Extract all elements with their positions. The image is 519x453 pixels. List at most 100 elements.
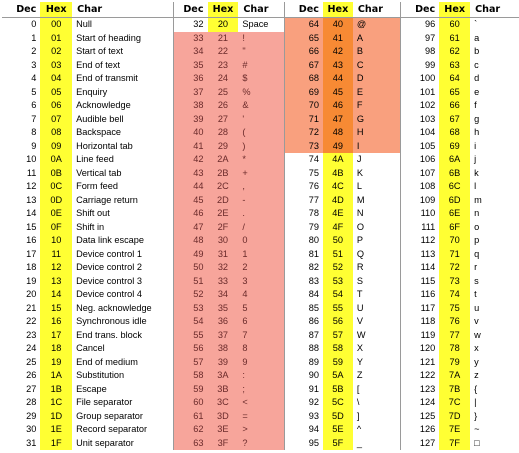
cell-dec: 51	[173, 274, 208, 288]
cell-char: )	[238, 139, 285, 153]
cell-char: 6	[238, 315, 285, 329]
cell-dec: 115	[400, 274, 440, 288]
cell-hex: 18	[40, 342, 73, 356]
cell-hex: 3F	[207, 436, 239, 450]
cell-dec: 54	[173, 315, 208, 329]
cell-hex: 19	[40, 355, 73, 369]
table-row: 24 18 Cancel 56 38 8 88 58 X 120 78 x	[2, 342, 519, 356]
cell-hex: 6F	[439, 220, 471, 234]
cell-dec: 39	[173, 112, 208, 126]
cell-char: L	[356, 181, 362, 191]
header-hex: Hex	[40, 2, 73, 18]
cell-dec: 105	[400, 139, 440, 153]
cell-hex: 75	[439, 301, 471, 315]
cell-hex: 7C	[439, 396, 471, 410]
table-row: 23 17 End trans. block 55 37 7 87 57 W 119 77 w	[2, 328, 519, 342]
cell-dec: 99	[400, 58, 440, 72]
cell-char: Start of text	[76, 46, 124, 56]
cell-hex: 36	[207, 315, 239, 329]
cell-char: *	[238, 153, 285, 167]
table-row: 14 0E Shift out 46 2E. 78 4E N 110 6E n	[2, 207, 519, 221]
cell-dec: 121	[400, 355, 440, 369]
cell-char: F	[352, 99, 401, 113]
cell-dec: 20	[26, 289, 37, 299]
cell-hex: 47	[322, 112, 353, 126]
table-row: 30 1E Record separator 62 3E >94 5E ^ 126 7E ~	[2, 423, 519, 437]
cell-char: Horizontal tab	[76, 140, 133, 151]
cell-dec: 86	[284, 315, 323, 329]
cell-hex: 41	[322, 31, 353, 45]
cell-hex: 0B	[40, 166, 73, 180]
cell-char: %	[238, 85, 285, 99]
cell-char: '	[238, 112, 285, 126]
cell-dec: 23	[26, 329, 37, 340]
cell-hex: 11	[40, 247, 73, 261]
cell-char: W	[356, 329, 366, 340]
cell-hex: 7F	[439, 436, 471, 450]
cell-dec: 27	[26, 383, 37, 394]
cell-char: O	[356, 221, 365, 232]
cell-char: G	[352, 112, 401, 126]
cell-char: U	[356, 302, 364, 313]
table-row: 27 1B Escape 59 3B; 91 5B[123 7B{	[2, 382, 519, 396]
cell-hex: 76	[439, 315, 471, 329]
cell-char: g	[474, 113, 480, 124]
cell-char: Start of heading	[76, 32, 141, 43]
cell-dec: 50	[173, 261, 208, 275]
cell-hex: 46	[322, 99, 353, 113]
table-row: 0 00 Null 32 20 Space 64 40 @96 60 `	[2, 17, 519, 32]
cell-char: R	[356, 262, 364, 272]
cell-dec: 95	[284, 436, 323, 450]
cell-char: _	[356, 437, 362, 448]
cell-char: 2	[238, 261, 285, 275]
cell-hex: 23	[207, 58, 239, 72]
cell-dec: 102	[400, 99, 440, 113]
cell-dec: 109	[400, 193, 440, 207]
cell-char: t	[474, 289, 477, 299]
cell-dec: 18	[26, 262, 37, 272]
cell-char: z	[474, 370, 479, 380]
cell-dec: 76	[284, 180, 323, 194]
cell-hex: 71	[439, 247, 471, 261]
cell-char: 0	[238, 234, 285, 248]
table-row: 18 12 Device control 2 50 32 2 82 52 R 114 72 r	[2, 261, 519, 275]
cell-dec: 122	[400, 369, 440, 383]
cell-char: H	[352, 126, 401, 140]
table-row: 19 13 Device control 3 51 33 3 83 53 S 115 73 s	[2, 274, 519, 288]
cell-char: File separator	[76, 397, 133, 407]
cell-char: Z	[356, 370, 363, 380]
cell-hex: 59	[322, 355, 353, 369]
cell-dec: 71	[284, 112, 323, 126]
cell-hex: 74	[439, 288, 471, 302]
cell-dec: 79	[284, 220, 323, 234]
cell-char: i	[474, 140, 477, 151]
cell-dec: 64	[284, 17, 323, 32]
cell-hex: 1D	[40, 409, 73, 423]
cell-dec: 62	[173, 423, 208, 437]
table-row: 10 0A Line feed 42 2A * 74 4A J 106 6A j	[2, 153, 519, 167]
cell-dec: 68	[284, 72, 323, 86]
cell-dec: 33	[173, 31, 208, 45]
cell-hex: 6E	[439, 207, 471, 221]
cell-dec: 36	[173, 72, 208, 86]
cell-char: !	[238, 31, 285, 45]
cell-char: q	[474, 248, 480, 259]
cell-char: [	[356, 383, 360, 394]
cell-dec: 44	[173, 180, 208, 194]
cell-char: Acknowledge	[76, 100, 131, 110]
cell-dec: 91	[284, 382, 323, 396]
cell-dec: 52	[173, 288, 208, 302]
cell-dec: 111	[400, 220, 440, 234]
cell-hex: 60	[439, 17, 471, 32]
cell-hex: 7E	[439, 423, 471, 437]
table-row: 1 01 Start of heading 33 21! 65 41 A 97 61 a	[2, 31, 519, 45]
cell-hex: 57	[322, 328, 353, 342]
cell-dec: 43	[173, 166, 208, 180]
cell-char: k	[474, 167, 479, 178]
cell-char: ?	[238, 436, 285, 450]
cell-char: Device control 3	[76, 275, 142, 286]
cell-hex: 25	[207, 85, 239, 99]
cell-char: o	[474, 221, 480, 232]
table-row: 16 10 Data link escape 48 30 0 80 50 P 112 70 p	[2, 234, 519, 248]
